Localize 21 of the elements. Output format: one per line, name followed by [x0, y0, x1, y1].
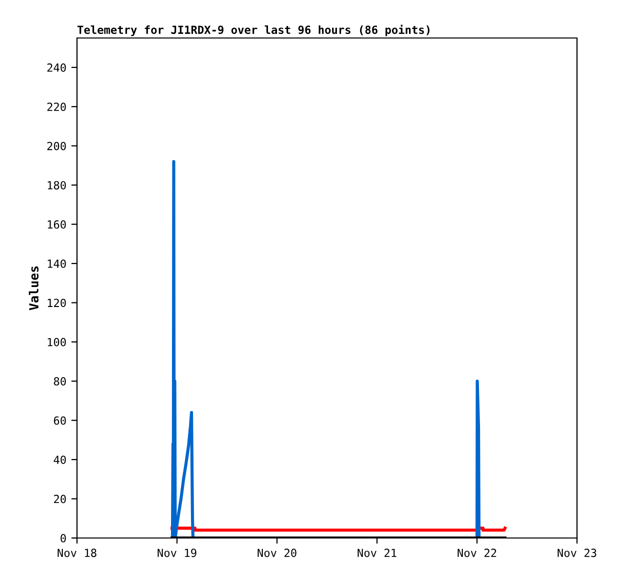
y-tick-label: 60	[54, 416, 66, 425]
y-tick-label: 120	[48, 298, 66, 308]
y-tick-label: 240	[47, 63, 66, 72]
y-tick-label: 40	[54, 456, 66, 464]
y-tick-label: 100	[48, 338, 66, 346]
y-tick-label: 160	[48, 220, 66, 229]
y-tick-label: 180	[48, 181, 66, 190]
y-axis-title: Values	[28, 266, 39, 310]
y-tick-label: 0	[60, 534, 66, 542]
x-tick-label: Nov 23	[558, 548, 596, 558]
y-tick-label: 20	[54, 494, 66, 504]
x-tick-label: Nov 19	[158, 548, 196, 558]
x-tick-label: Nov 18	[58, 548, 96, 558]
chart-title: Telemetry for JI1RDX-9 over last 96 hours (86 points)	[77, 24, 430, 36]
x-tick-label: Nov 21	[358, 548, 396, 558]
y-tick-label: 200	[47, 142, 66, 150]
y-tick-label: 220	[47, 102, 66, 112]
x-tick-label: Nov 20	[258, 548, 296, 558]
y-tick-label: 140	[48, 259, 66, 268]
x-tick-label: Nov 22	[458, 548, 496, 558]
y-tick-label: 80	[54, 377, 66, 386]
